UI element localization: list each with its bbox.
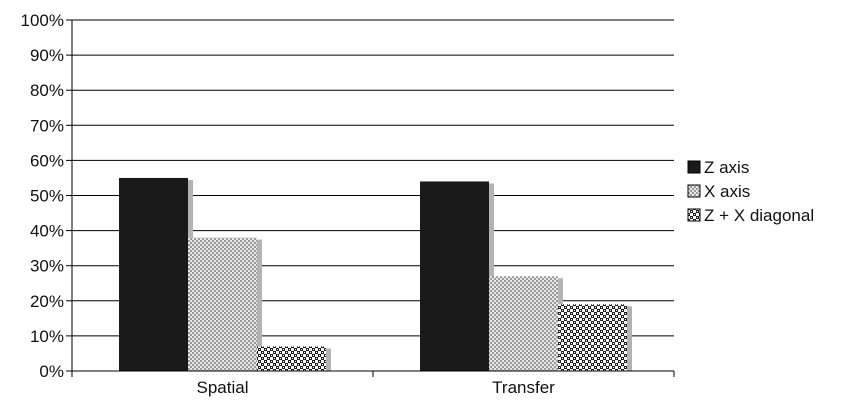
y-tick-label: 60% bbox=[30, 151, 64, 170]
legend: Z axis X axis Z + X diagonal bbox=[687, 158, 814, 225]
y-tick-label: 100% bbox=[21, 11, 64, 30]
y-tick-label: 10% bbox=[30, 327, 64, 346]
x-category-label: Transfer bbox=[492, 378, 555, 397]
y-tick-label: 40% bbox=[30, 222, 64, 241]
x-category-labels: Spatial Transfer bbox=[197, 378, 556, 397]
y-tick-label: 0% bbox=[39, 362, 64, 381]
bar-x-axis-spatial bbox=[188, 237, 257, 371]
y-tick-label: 70% bbox=[30, 116, 64, 135]
bar-z-axis-spatial bbox=[119, 177, 188, 371]
y-tick-labels: 0% 10% 20% 30% 40% 50% 60% 70% 80% 90% 100% bbox=[21, 11, 64, 381]
x-category-label: Spatial bbox=[197, 378, 249, 397]
bar-x-axis-transfer bbox=[489, 276, 558, 371]
y-tick-label: 30% bbox=[30, 257, 64, 276]
axes bbox=[66, 19, 675, 377]
bar-z-x-diagonal-spatial bbox=[257, 346, 326, 371]
legend-label: Z axis bbox=[704, 158, 749, 177]
bar-z-axis-transfer bbox=[420, 181, 489, 371]
bars bbox=[119, 177, 632, 371]
legend-swatch bbox=[687, 208, 701, 222]
y-tick-label: 80% bbox=[30, 81, 64, 100]
y-tick-label: 50% bbox=[30, 187, 64, 206]
legend-swatch bbox=[687, 184, 701, 198]
y-tick-label: 90% bbox=[30, 46, 64, 65]
y-tick-label: 20% bbox=[30, 292, 64, 311]
legend-swatch bbox=[687, 160, 701, 174]
bar-z-x-diagonal-transfer bbox=[558, 304, 627, 371]
legend-label: Z + X diagonal bbox=[704, 206, 814, 225]
legend-label: X axis bbox=[704, 182, 750, 201]
